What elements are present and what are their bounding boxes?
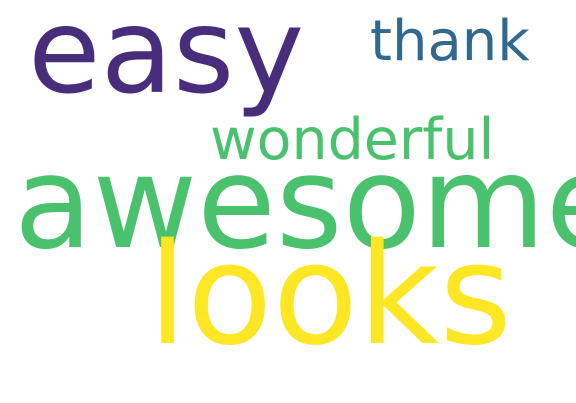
word-looks: looks [148, 214, 513, 377]
word-easy: easy [28, 0, 305, 120]
word-awesome: awesome [14, 129, 576, 278]
word-thank: thank [370, 9, 530, 74]
word-wonderful: wonderful [210, 107, 495, 173]
